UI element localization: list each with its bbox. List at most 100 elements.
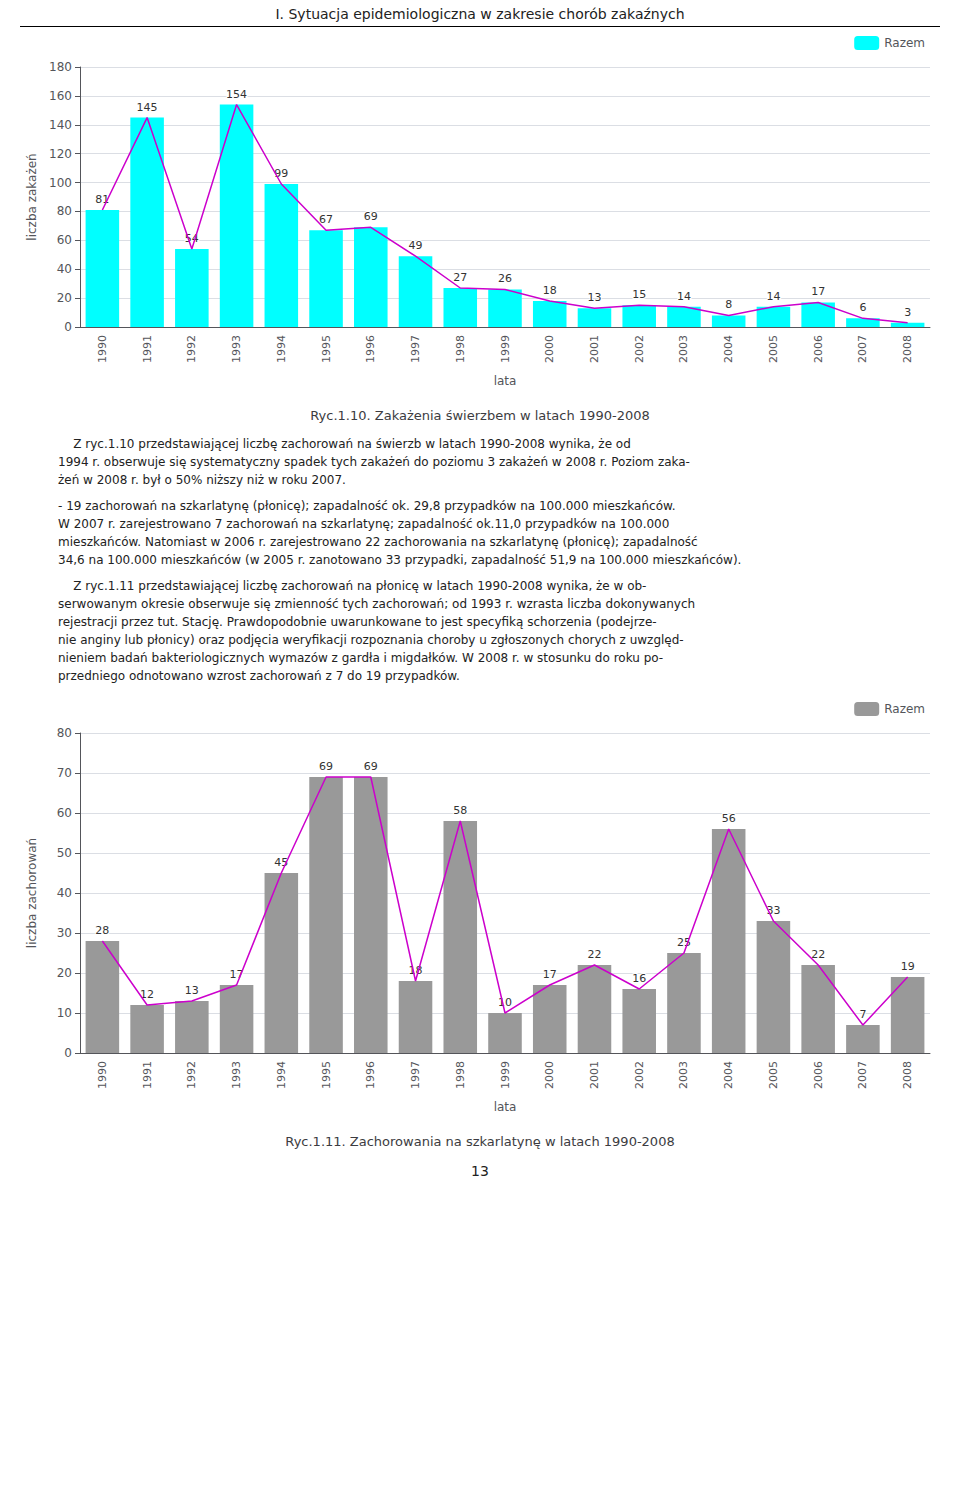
svg-text:13: 13 (587, 291, 601, 304)
svg-text:69: 69 (364, 210, 378, 223)
html-text:I. Sytuacja epidemiologiczna w: I. Sytuacja epidemiologiczna w zakresie … (275, 6, 685, 22)
svg-text:27: 27 (453, 271, 467, 284)
svg-text:Razem: Razem (884, 36, 925, 50)
svg-text:99: 99 (274, 167, 288, 180)
svg-text:67: 67 (319, 213, 334, 227)
svg-text:22: 22 (811, 948, 825, 961)
svg-text:1990: 1990 (96, 1061, 109, 1089)
svg-text:6: 6 (859, 301, 866, 314)
svg-text:lata: lata (494, 1100, 517, 1114)
svg-text:2007: 2007 (856, 335, 869, 363)
svg-text:100: 100 (49, 176, 72, 190)
svg-text:18: 18 (543, 284, 557, 297)
svg-text:69: 69 (364, 760, 378, 773)
svg-text:58: 58 (453, 804, 467, 817)
svg-text:26: 26 (498, 272, 512, 285)
svg-text:1993: 1993 (230, 1061, 243, 1089)
svg-text:120: 120 (49, 147, 72, 161)
svg-text:1998: 1998 (454, 335, 467, 363)
svg-text:Razem: Razem (884, 702, 925, 716)
svg-text:1990: 1990 (96, 335, 109, 363)
svg-text:80: 80 (57, 204, 72, 218)
svg-text:2003: 2003 (677, 335, 690, 363)
svg-text:13: 13 (185, 984, 199, 997)
svg-text:1992: 1992 (185, 1061, 198, 1089)
svg-text:0: 0 (64, 1046, 72, 1060)
svg-text:Ryc.1.10. Zakażenia świerzbem: Ryc.1.10. Zakażenia świerzbem w latach 1… (310, 408, 649, 423)
svg-text:1996: 1996 (364, 1061, 377, 1089)
html-text:13: 13 (471, 1163, 489, 1179)
svg-text:1999: 1999 (499, 335, 512, 363)
svg-text:60: 60 (57, 806, 72, 820)
svg-text:3: 3 (904, 306, 911, 319)
svg-text:160: 160 (49, 89, 72, 103)
svg-text:Ryc.1.11. Zachorowania na szka: Ryc.1.11. Zachorowania na szkarlatynę w … (285, 1134, 674, 1149)
svg-text:2005: 2005 (767, 335, 780, 363)
svg-text:1992: 1992 (185, 335, 198, 363)
svg-text:180: 180 (49, 60, 72, 74)
svg-text:14: 14 (766, 290, 780, 303)
svg-text:1999: 1999 (499, 1061, 512, 1089)
svg-text:80: 80 (57, 726, 72, 740)
svg-text:1994: 1994 (275, 1061, 288, 1089)
svg-text:70: 70 (57, 766, 72, 780)
svg-text:1998: 1998 (454, 1061, 467, 1089)
svg-text:7: 7 (859, 1008, 866, 1021)
svg-text:10: 10 (498, 996, 512, 1009)
svg-text:60: 60 (57, 233, 72, 247)
svg-text:1996: 1996 (364, 335, 377, 363)
svg-text:40: 40 (57, 262, 72, 276)
svg-text:1997: 1997 (409, 335, 422, 363)
svg-text:2004: 2004 (722, 335, 735, 363)
svg-text:1997: 1997 (409, 1061, 422, 1089)
svg-text:2002: 2002 (633, 335, 646, 363)
svg-text:28: 28 (95, 924, 109, 937)
html-text:Z ryc.1.11 przedstawiającej li: Z ryc.1.11 przedstawiającej liczbę zacho… (58, 579, 696, 683)
svg-text:2008: 2008 (901, 335, 914, 363)
svg-text:30: 30 (57, 926, 72, 940)
svg-text:15: 15 (632, 288, 646, 301)
svg-text:56: 56 (722, 812, 736, 825)
svg-text:17: 17 (543, 968, 557, 981)
svg-text:2004: 2004 (722, 1061, 735, 1089)
svg-text:154: 154 (226, 88, 247, 101)
svg-text:liczba zakażeń: liczba zakażeń (25, 153, 39, 240)
svg-text:lata: lata (494, 374, 517, 388)
svg-text:40: 40 (57, 886, 72, 900)
svg-text:17: 17 (811, 285, 825, 298)
svg-text:145: 145 (137, 101, 158, 114)
svg-text:50: 50 (57, 846, 72, 860)
svg-text:1995: 1995 (320, 335, 333, 363)
svg-text:49: 49 (409, 239, 423, 252)
svg-text:1991: 1991 (141, 1061, 154, 1089)
svg-text:22: 22 (587, 948, 601, 961)
svg-text:1995: 1995 (320, 1061, 333, 1089)
svg-text:2001: 2001 (588, 335, 601, 363)
svg-text:2006: 2006 (812, 335, 825, 363)
svg-text:2000: 2000 (543, 1061, 556, 1089)
svg-text:16: 16 (632, 972, 646, 985)
svg-text:2006: 2006 (812, 1061, 825, 1089)
svg-text:20: 20 (57, 966, 72, 980)
svg-text:2001: 2001 (588, 1061, 601, 1089)
svg-text:1993: 1993 (230, 335, 243, 363)
svg-text:10: 10 (57, 1006, 72, 1020)
svg-text:1991: 1991 (141, 335, 154, 363)
html-text:Z ryc.1.10 przedstawiającej li: Z ryc.1.10 przedstawiającej liczbę zacho… (58, 437, 690, 487)
svg-text:69: 69 (319, 760, 333, 773)
svg-text:1994: 1994 (275, 335, 288, 363)
svg-text:14: 14 (677, 290, 691, 303)
svg-text:2000: 2000 (543, 335, 556, 363)
svg-text:2002: 2002 (633, 1061, 646, 1089)
svg-text:2005: 2005 (767, 1061, 780, 1089)
svg-text:20: 20 (57, 291, 72, 305)
svg-text:2003: 2003 (677, 1061, 690, 1089)
svg-text:19: 19 (901, 960, 915, 973)
html-text:- 19 zachorowań na szkarlatynę: - 19 zachorowań na szkarlatynę (płonicę)… (58, 499, 742, 567)
svg-text:2007: 2007 (856, 1061, 869, 1089)
svg-text:140: 140 (49, 118, 72, 132)
svg-text:0: 0 (64, 320, 72, 334)
svg-text:8: 8 (725, 298, 732, 311)
svg-text:2008: 2008 (901, 1061, 914, 1089)
svg-text:liczba zachorowań: liczba zachorowań (25, 838, 39, 948)
